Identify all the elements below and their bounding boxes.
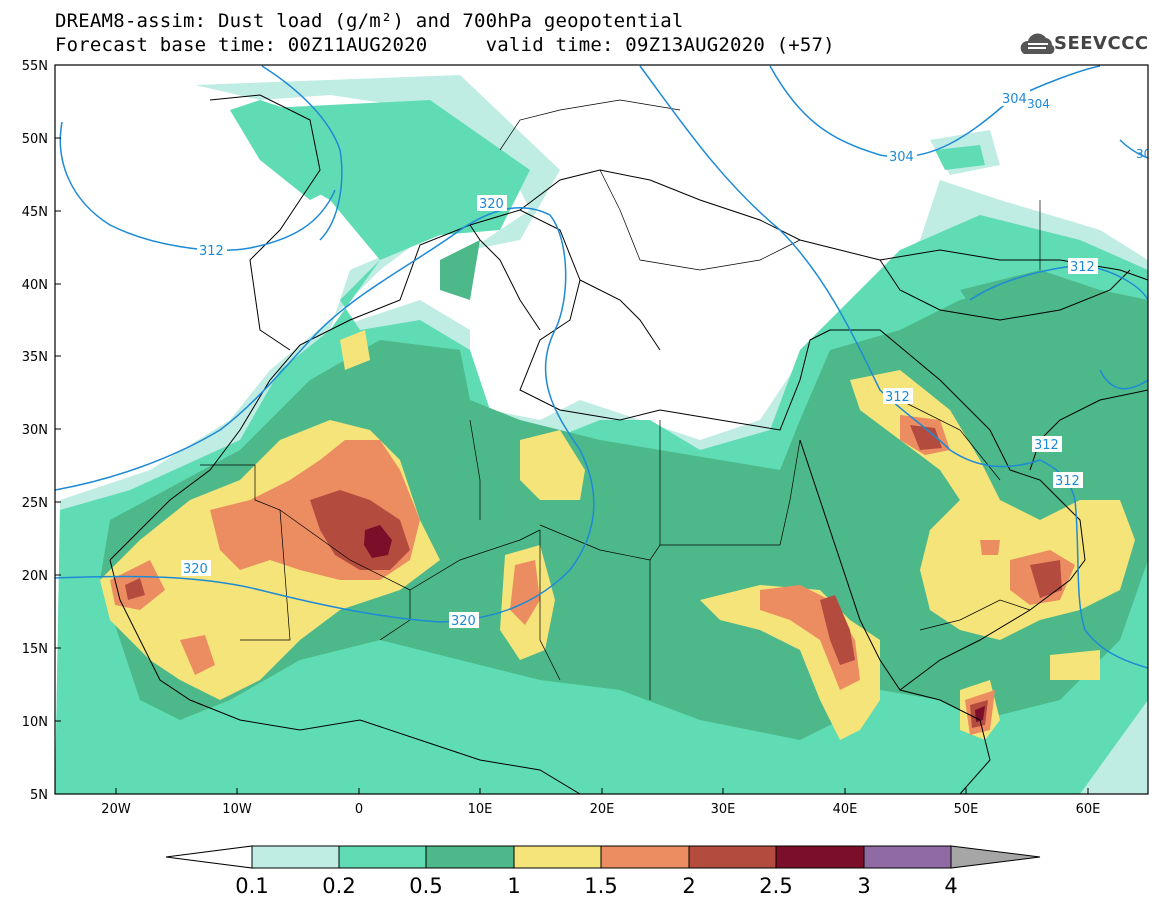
contour-label: 320	[479, 197, 504, 212]
contour-label: 312	[885, 390, 910, 405]
colorbar-label: 1	[507, 874, 520, 898]
lon-tick-label: 40E	[833, 802, 858, 817]
lat-tick-label: 15N	[22, 642, 48, 657]
contour-label: 312	[1055, 474, 1080, 489]
colorbar-label: 0.2	[322, 874, 355, 898]
lat-tick-label: 35N	[22, 350, 48, 365]
colorbar-label: 2	[682, 874, 695, 898]
contour-label: 320	[183, 562, 208, 577]
colorbar-swatch	[252, 846, 339, 868]
contour-label: 312	[1034, 438, 1059, 453]
latitude-labels: 55N 50N 45N 40N 35N 30N 25N 20N 15N 10N …	[22, 59, 48, 803]
lon-tick-label: 20W	[101, 802, 131, 817]
contour-label: 304	[889, 150, 914, 165]
contour-label: 312	[199, 244, 224, 259]
colorbar-swatch	[601, 846, 689, 868]
colorbar-arrow-low	[166, 846, 252, 868]
lat-tick-label: 40N	[22, 278, 48, 293]
colorbar-label: 0.1	[235, 874, 268, 898]
colorbar-label: 2.5	[759, 874, 792, 898]
lat-tick-label: 30N	[22, 423, 48, 438]
longitude-labels: 20W 10W 0 10E 20E 30E 40E 50E 60E	[101, 802, 1100, 817]
colorbar-labels: 0.1 0.2 0.5 1 1.5 2 2.5 3 4	[235, 874, 957, 898]
lon-tick-label: 0	[355, 802, 363, 817]
colorbar-label: 0.5	[409, 874, 442, 898]
lat-tick-label: 55N	[22, 59, 48, 74]
lon-tick-label: 10E	[468, 802, 493, 817]
lat-tick-label: 25N	[22, 496, 48, 511]
lon-tick-label: 50E	[954, 802, 979, 817]
colorbar-label: 3	[857, 874, 870, 898]
lon-tick-label: 60E	[1076, 802, 1101, 817]
colorbar-swatch	[689, 846, 776, 868]
colorbar	[166, 846, 1040, 868]
lon-tick-label: 30E	[711, 802, 736, 817]
lat-tick-label: 45N	[22, 205, 48, 220]
colorbar-swatch	[514, 846, 601, 868]
map-plot-area: 312 320 320 320 312 312 312 312 304 304 …	[55, 65, 1159, 794]
contour-label: 320	[451, 614, 476, 629]
colorbar-swatch	[776, 846, 864, 868]
lat-tick-label: 5N	[30, 788, 48, 803]
contour-label: 312	[1070, 260, 1095, 275]
colorbar-label: 4	[944, 874, 957, 898]
lon-tick-label: 20E	[590, 802, 615, 817]
contour-label: 304	[1027, 97, 1050, 111]
colorbar-swatch	[864, 846, 951, 868]
lat-tick-label: 50N	[22, 132, 48, 147]
colorbar-swatch	[426, 846, 514, 868]
lon-tick-label: 10W	[222, 802, 252, 817]
contour-label: 304	[1002, 92, 1027, 107]
lat-tick-label: 10N	[22, 715, 48, 730]
colorbar-arrow-high	[951, 846, 1040, 868]
colorbar-swatch	[339, 846, 426, 868]
lat-tick-label: 20N	[22, 569, 48, 584]
colorbar-label: 1.5	[584, 874, 617, 898]
